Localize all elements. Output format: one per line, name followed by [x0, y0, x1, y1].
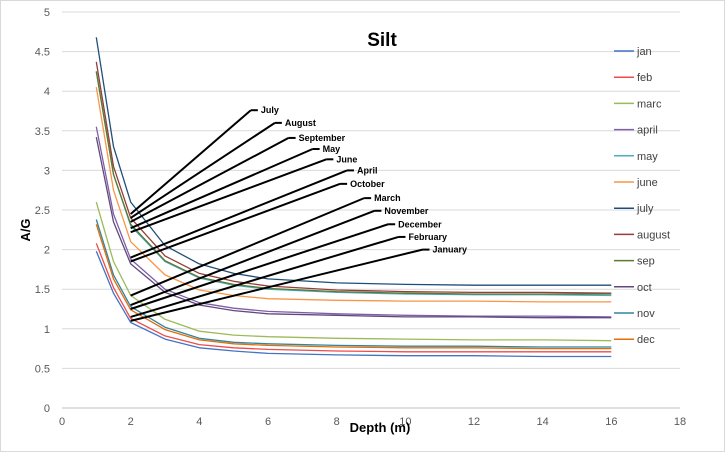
legend-label: nov — [637, 308, 655, 320]
callout-label: February — [408, 232, 447, 242]
callout-label: May — [323, 144, 341, 154]
callout-line — [130, 248, 423, 322]
legend-label: may — [637, 151, 658, 163]
x-tick-label: 16 — [605, 416, 617, 428]
y-tick-label: 0 — [44, 403, 50, 415]
callout-label: April — [357, 165, 378, 175]
series-line-august — [95, 61, 612, 294]
y-tick-label: 1.5 — [35, 284, 50, 296]
y-axis-title: A/G — [18, 218, 33, 241]
callout-line — [130, 148, 314, 230]
callout-label: January — [433, 245, 468, 255]
x-axis-ticks: 0 2 4 6 8 10 12 14 16 18 — [59, 416, 686, 428]
callout-line — [130, 109, 252, 215]
series-line-july — [95, 37, 612, 286]
y-tick-label: 0.5 — [35, 363, 50, 375]
legend-label: sep — [637, 256, 655, 268]
callout-line — [130, 137, 290, 223]
legend-label: oct — [637, 282, 652, 294]
callout-label: June — [336, 154, 357, 164]
chart-title: Silt — [367, 30, 397, 51]
y-tick-label: 2 — [44, 245, 50, 257]
x-tick-label: 8 — [334, 416, 340, 428]
legend-label: july — [636, 203, 654, 215]
callout-line — [130, 223, 389, 310]
callout-line — [130, 235, 399, 318]
callout-line — [130, 122, 276, 219]
series-lines — [95, 37, 612, 358]
x-tick-label: 14 — [537, 416, 549, 428]
series-line-sep — [95, 71, 612, 295]
series-line-feb — [95, 243, 612, 353]
x-tick-label: 18 — [674, 416, 686, 428]
legend-label: june — [636, 177, 658, 189]
legend: jan feb marc april may june july august sep oct no… — [614, 46, 670, 346]
x-tick-label: 0 — [59, 416, 65, 428]
callout-line — [130, 158, 327, 234]
callout-line — [130, 182, 341, 263]
x-tick-label: 2 — [128, 416, 134, 428]
callout-line — [130, 169, 348, 259]
callout-label: July — [261, 105, 279, 115]
x-tick-label: 4 — [196, 416, 202, 428]
callout-label: December — [398, 219, 442, 229]
callout-label: August — [285, 118, 316, 128]
callout-line — [130, 197, 365, 297]
callout-label: September — [299, 133, 346, 143]
series-line-april — [95, 126, 612, 318]
gridlines — [62, 11, 680, 409]
y-tick-label: 4.5 — [35, 47, 50, 59]
series-line-oct — [95, 136, 612, 319]
x-axis-title: Depth (m) — [350, 420, 411, 435]
series-line-nov — [95, 219, 612, 348]
callout-line — [130, 209, 375, 306]
series-line-june — [95, 87, 612, 303]
y-tick-label: 4 — [44, 86, 50, 98]
legend-label: marc — [637, 98, 662, 110]
legend-label: jan — [636, 46, 652, 58]
y-tick-label: 3 — [44, 165, 50, 177]
legend-label: dec — [637, 334, 655, 346]
y-tick-label: 1 — [44, 324, 50, 336]
series-line-marc — [95, 201, 612, 342]
callout-label: November — [384, 206, 429, 216]
y-tick-label: 2.5 — [35, 205, 50, 217]
y-axis-ticks: 0 0.5 1 1.5 2 2.5 3 3.5 4 4.5 5 — [35, 7, 50, 415]
x-tick-label: 10 — [399, 416, 411, 428]
x-tick-label: 12 — [468, 416, 480, 428]
y-tick-label: 3.5 — [35, 126, 50, 138]
series-line-dec — [95, 224, 612, 350]
legend-label: feb — [637, 72, 652, 84]
x-tick-label: 6 — [265, 416, 271, 428]
callout-label: March — [374, 193, 401, 203]
y-tick-label: 5 — [44, 7, 50, 19]
legend-label: april — [637, 125, 658, 137]
callout-label: October — [350, 179, 385, 189]
series-line-jan — [95, 250, 612, 358]
legend-label: august — [637, 229, 670, 241]
